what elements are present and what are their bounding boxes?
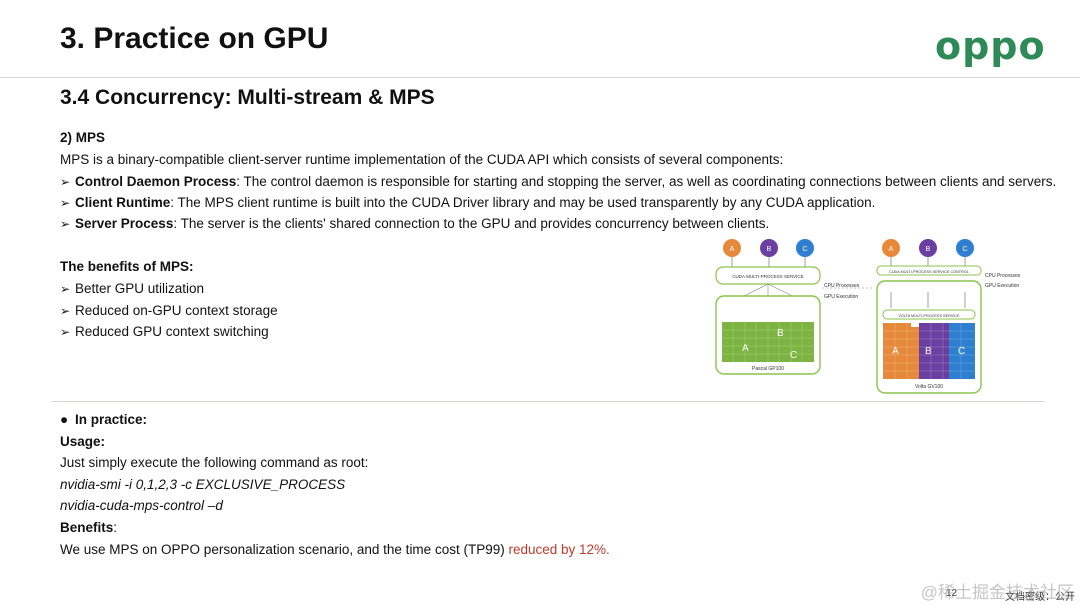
benefit-item: ➢ Reduced on-GPU context storage — [60, 303, 278, 318]
client-label: A — [730, 246, 735, 253]
page-number: 12 — [946, 588, 958, 599]
control-label: CUDA MULTI-PROCESS SERVICE CONTROL — [889, 270, 969, 274]
command-line: nvidia-cuda-mps-control –d — [60, 498, 223, 513]
arrow-bullet-icon: ➢ — [60, 196, 71, 210]
client-label: A — [889, 246, 894, 253]
usage-label: Usage: — [60, 434, 106, 449]
component-name: Server Process — [75, 216, 174, 231]
region-label: A — [892, 346, 899, 357]
client-c-circle — [796, 239, 814, 257]
component-desc: : The control daemon is responsible for … — [236, 174, 1057, 189]
round-bullet-icon: ● — [60, 412, 69, 427]
region-label: B — [777, 328, 784, 339]
component-desc: : The MPS client runtime is built into t… — [170, 195, 876, 210]
command-line: nvidia-smi -i 0,1,2,3 -c EXCLUSIVE_PROCE… — [60, 477, 346, 492]
service-label: CUDA MULTI-PROCESS SERVICE — [732, 274, 803, 279]
gpu-execution-label-right: GPU Execution — [985, 283, 1019, 289]
client-label: C — [962, 246, 967, 253]
arrow-bullet-icon: ➢ — [60, 325, 71, 339]
region-label: C — [790, 350, 797, 361]
section-title: 3.4 Concurrency: Multi-stream & MPS — [60, 86, 435, 109]
gpu-label: Pascal GP100 — [752, 366, 784, 372]
classification-label: 文档密级：公开 — [1005, 592, 1075, 603]
client-a-circle — [723, 239, 741, 257]
benefit-item: ➢ Better GPU utilization — [60, 281, 205, 296]
pascal-diagram: A B C CUDA MULTI-PROCESS SERVICE A B C P… — [715, 239, 821, 375]
practice-heading-row: ● In practice: — [60, 412, 147, 427]
region-label: B — [925, 346, 932, 357]
volta-diagram: A B C CUDA MULTI-PROCESS SERVICE CONTROL… — [876, 239, 1021, 394]
region-label: A — [742, 343, 749, 354]
header-divider — [0, 77, 1080, 78]
component-desc: : The server is the clients' shared conn… — [173, 216, 770, 231]
client-b-circle — [760, 239, 778, 257]
arrow-bullet-icon: ➢ — [60, 217, 71, 231]
client-label: C — [802, 246, 807, 253]
component-name: Client Runtime — [75, 195, 171, 210]
component-item: ➢ Control Daemon Process: The control dae… — [60, 174, 1056, 189]
volta-region-c — [949, 323, 975, 379]
volta-mps-server-box — [882, 309, 976, 320]
server-label: VOLTA MULTI-PROCESS SERVICE — [898, 314, 960, 318]
volta-region-a — [883, 323, 911, 379]
component-item: ➢ Client Runtime: The MPS client runtime … — [60, 195, 875, 210]
arrow-bullet-icon: ➢ — [60, 304, 71, 318]
section-divider — [52, 401, 1044, 402]
usage-text: Just simply execute the following comman… — [60, 455, 369, 470]
arrow-bullet-icon: ➢ — [60, 282, 71, 296]
page-title: 3. Practice on GPU — [60, 22, 329, 55]
cpu-processes-label: CPU Processes — [824, 283, 860, 289]
benefits-label-row: Benefits: — [60, 520, 118, 535]
component-item: ➢ Server Process: The server is the clien… — [60, 216, 769, 231]
benefits-heading: The benefits of MPS: — [60, 259, 194, 274]
cpu-processes-label-right: CPU Processes — [985, 273, 1021, 279]
mps-heading: 2) MPS — [60, 130, 106, 145]
result-text: We use MPS on OPPO personalization scena… — [60, 542, 610, 557]
benefit-item: ➢ Reduced GPU context switching — [60, 324, 269, 339]
client-label: B — [767, 246, 772, 253]
gpu-label: Volta GV100 — [915, 384, 943, 390]
oppo-logo: oppo — [935, 24, 1046, 68]
mps-architecture-diagram: A B C CUDA MULTI-PROCESS SERVICE A B C P… — [715, 239, 1021, 394]
watermark: @稀土掘金技术社区 — [920, 583, 1074, 602]
result-highlight: reduced by 12%. — [508, 542, 610, 557]
region-label: C — [958, 346, 965, 357]
practice-heading: In practice: — [75, 412, 148, 427]
client-c-circle — [956, 239, 974, 257]
client-a-circle — [882, 239, 900, 257]
client-b-circle — [919, 239, 937, 257]
client-label: B — [926, 246, 931, 253]
arrow-bullet-icon: ➢ — [60, 175, 71, 189]
mps-intro: MPS is a binary-compatible client-server… — [60, 152, 784, 167]
component-name: Control Daemon Process — [75, 174, 237, 189]
mps-control-box — [876, 265, 982, 276]
volta-region-b — [919, 323, 949, 379]
gpu-execution-label: GPU Execution — [824, 294, 858, 300]
benefits-label: Benefits — [60, 520, 114, 535]
